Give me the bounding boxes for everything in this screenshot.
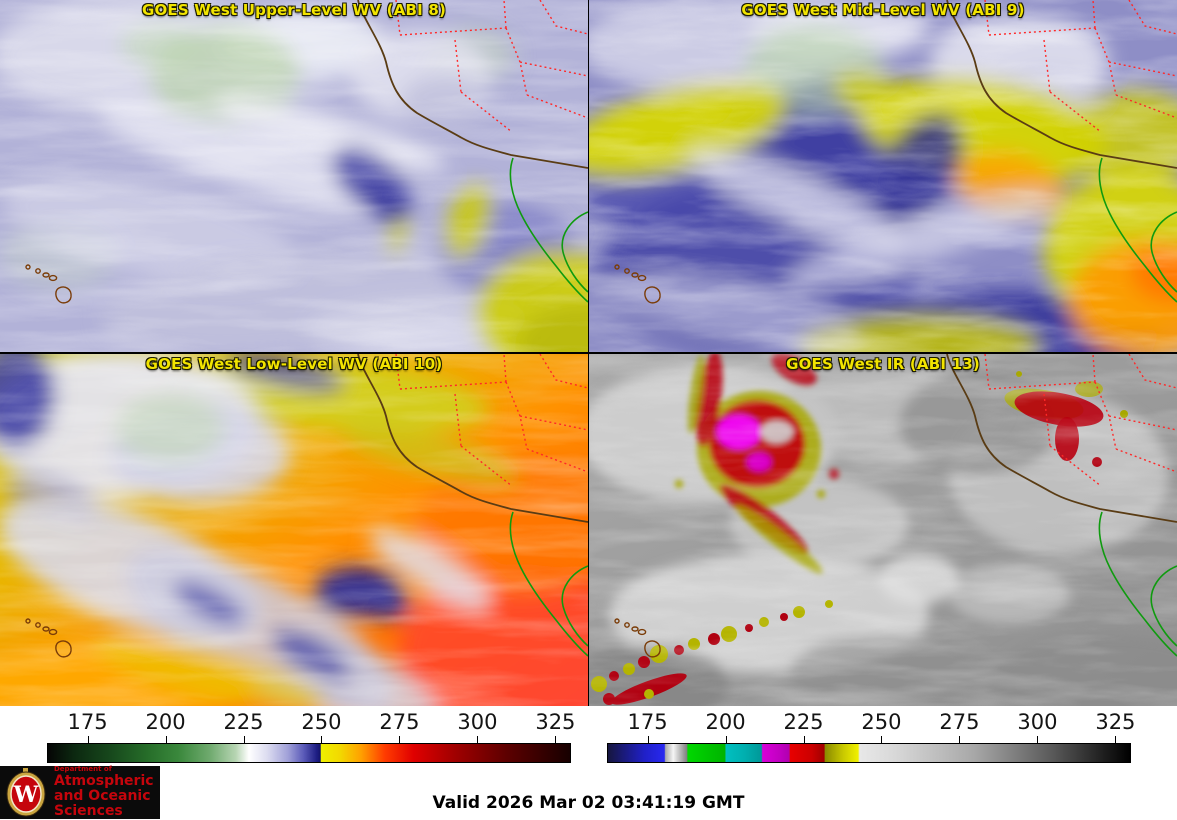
colorbar-tick-mark [477, 736, 479, 743]
colorbar-tick-mark [725, 736, 727, 743]
uw-crest-icon: W [6, 768, 46, 817]
panel-ir: GOES West IR (ABI 13) [589, 354, 1177, 706]
satellite-image-upper-wv [0, 0, 588, 352]
ir-colorbar-labels: 175 200 225 250 275 300 325 [607, 709, 1136, 736]
colorbar-tick-mark [399, 736, 401, 743]
colorbar-tick-label: 175 [627, 710, 668, 734]
colorbar-tick-mark [959, 736, 961, 743]
colorbar-tick-mark [243, 736, 245, 743]
colorbar-tick-mark [881, 736, 883, 743]
ir-colorbar: 175 200 225 250 275 300 325 [607, 709, 1136, 765]
colorbar-tick-mark [647, 736, 649, 743]
ir-colorbar-gradient [607, 743, 1131, 763]
uw-aos-logo-text: Department of Atmospheric and Oceanic Sc… [54, 764, 160, 820]
panel-low-level-wv: GOES West Low-Level WV (ABI 10) [0, 354, 588, 706]
colorbar-tick-label: 225 [783, 710, 824, 734]
svg-text:W: W [13, 782, 39, 808]
colorbar-tick-label: 325 [1095, 710, 1136, 734]
logo-dept-line: Department of [54, 764, 112, 773]
satellite-image-ir [589, 354, 1177, 706]
valid-timestamp: Valid 2026 Mar 02 03:41:19 GMT [432, 793, 745, 813]
colorbar-tick-label: 300 [457, 710, 498, 734]
colorbar-tick-label: 225 [223, 710, 264, 734]
colorbar-tick-label: 275 [939, 710, 980, 734]
colorbar-tick-label: 325 [535, 710, 576, 734]
satellite-image-mid-wv [589, 0, 1177, 352]
colorbar-tick-label: 175 [67, 710, 108, 734]
panel-mid-level-wv: GOES West Mid-Level WV (ABI 9) [589, 0, 1177, 352]
colorbar-tick-label: 250 [301, 710, 342, 734]
colorbar-tick-mark [165, 736, 167, 743]
colorbar-tick-label: 300 [1017, 710, 1058, 734]
wv-colorbar-ticks [47, 736, 571, 743]
panel-title-abi10: GOES West Low-Level WV (ABI 10) [145, 355, 443, 373]
wv-colorbar: 175 200 225 250 275 300 325 [47, 709, 576, 765]
colorbar-tick-label: 200 [145, 710, 186, 734]
panel-title-abi13: GOES West IR (ABI 13) [786, 355, 980, 373]
panel-title-abi9: GOES West Mid-Level WV (ABI 9) [741, 1, 1025, 19]
colorbar-tick-mark [87, 736, 89, 743]
colorbar-tick-label: 200 [705, 710, 746, 734]
panel-grid: GOES West Upper-Level WV (ABI 8) [0, 0, 1177, 706]
wv-colorbar-gradient [47, 743, 571, 763]
logo-line-2: and Oceanic Sciences [54, 788, 151, 820]
logo-line-1: Atmospheric [54, 773, 154, 790]
uw-aos-logo: W Department of Atmospheric and Oceanic … [0, 764, 160, 820]
colorbar-tick-mark [555, 736, 557, 743]
colorbar-tick-mark [803, 736, 805, 743]
colorbar-tick-mark [321, 736, 323, 743]
colorbar-tick-label: 250 [861, 710, 902, 734]
colorbar-tick-mark [1037, 736, 1039, 743]
wv-colorbar-labels: 175 200 225 250 275 300 325 [47, 709, 576, 736]
satellite-image-low-wv [0, 354, 588, 706]
colorbar-tick-label: 275 [379, 710, 420, 734]
ir-colorbar-ticks [607, 736, 1131, 743]
panel-upper-level-wv: GOES West Upper-Level WV (ABI 8) [0, 0, 588, 352]
colorbar-tick-mark [1115, 736, 1117, 743]
panel-title-abi8: GOES West Upper-Level WV (ABI 8) [141, 1, 447, 19]
